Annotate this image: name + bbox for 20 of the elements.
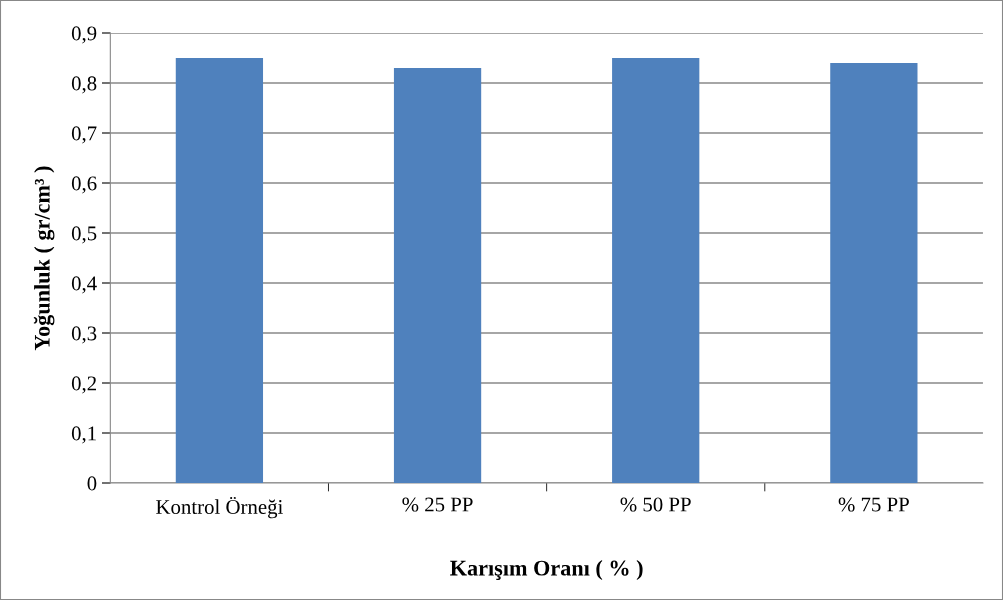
x-tick-label: % 75 PP [838,497,909,512]
y-tick-label: 0,6 [71,176,97,194]
y-tick-label: 0,9 [71,26,97,44]
y-tick-label: 0,3 [71,326,97,344]
x-tick-label: % 50 PP [620,497,691,512]
y-tick-label: 0,1 [71,426,96,444]
y-tick-label: 0 [87,476,97,491]
y-tick-label: 0,4 [71,276,97,294]
bar [175,58,264,483]
x-tick-label: Kontrol Örneği [156,496,283,519]
bar [830,63,918,483]
y-tick-label: 0,8 [71,76,97,94]
bar [612,58,700,483]
bar [393,68,482,483]
y-tick-label: 0,7 [71,126,97,144]
x-tick-label: % 25 PP [402,497,473,512]
y-tick-label: 0,2 [71,376,96,394]
y-tick-label: 0,5 [71,226,97,244]
x-axis-title: Karışım Oranı ( % ) [450,559,643,581]
y-axis-title: Yoğunluk ( gr/cm³ ) [33,166,55,351]
